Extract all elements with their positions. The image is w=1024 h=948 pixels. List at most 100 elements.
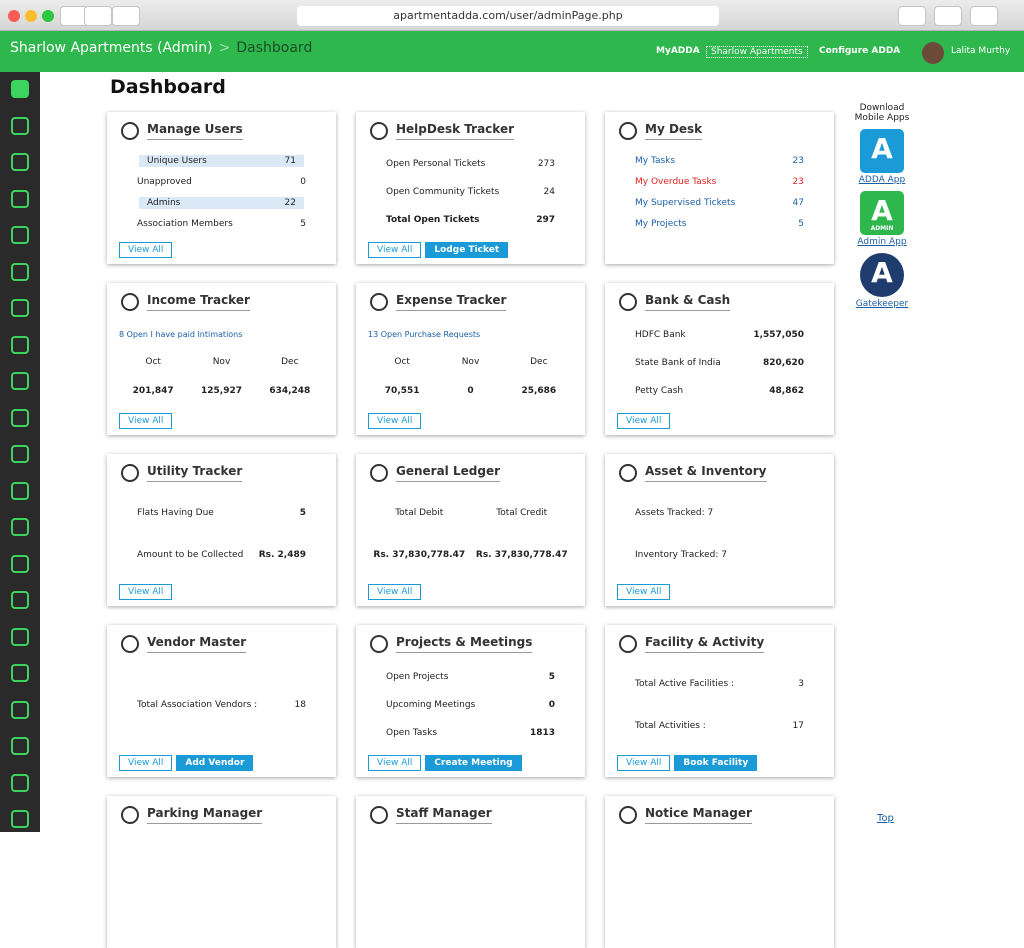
sidebar-icon[interactable] <box>11 116 29 135</box>
button[interactable]: View All <box>368 755 422 771</box>
button-bar: View All <box>119 242 173 258</box>
close-button[interactable] <box>8 10 20 22</box>
stat-label: Association Members <box>137 218 233 229</box>
sidebar-icon[interactable] <box>11 80 29 98</box>
card-title[interactable]: Vendor Master <box>147 635 247 653</box>
stat-value: 5 <box>299 508 306 518</box>
stat-label: State Bank of India <box>635 358 721 368</box>
stat-row[interactable]: My Projects 5 <box>617 218 822 230</box>
column-value: 0 <box>467 385 474 396</box>
button[interactable]: View All <box>617 413 671 429</box>
sidebar-icon[interactable] <box>11 153 29 171</box>
card-title[interactable]: Bank & Cash <box>645 293 731 311</box>
sidebar-icon[interactable] <box>11 372 29 390</box>
column-headers: Oct Nov Dec <box>368 357 573 367</box>
button[interactable]: View All <box>119 755 173 771</box>
button[interactable]: View All <box>119 413 173 429</box>
sidebar-button[interactable] <box>112 6 140 26</box>
card-body: Flats Having Due 5 Amount to be Collected R… <box>119 492 324 576</box>
avatar[interactable] <box>922 42 944 64</box>
button[interactable]: View All <box>617 755 671 771</box>
card-body: Assets Tracked: 7 Inventory Tracked: 7 <box>617 492 822 576</box>
app-link[interactable]: Admin App <box>857 237 907 247</box>
sidebar-icon[interactable] <box>11 299 29 317</box>
column-value: 70,551 <box>384 385 420 396</box>
stat-row[interactable]: My Tasks 23 <box>617 155 822 167</box>
card-title[interactable]: HelpDesk Tracker <box>396 122 514 140</box>
sidebar-icon[interactable] <box>11 773 29 792</box>
sidebar-icon[interactable] <box>11 554 29 573</box>
card-title[interactable]: General Ledger <box>396 464 500 482</box>
sidebar-icon[interactable] <box>11 335 29 354</box>
stat-row: Total Activities : 17 <box>617 720 822 732</box>
stat-label: Admins <box>147 197 181 208</box>
sidebar-icon[interactable] <box>11 700 29 719</box>
button[interactable]: Lodge Ticket <box>425 242 509 258</box>
app-icon[interactable]: A <box>860 129 904 173</box>
sidebar-icon[interactable] <box>11 445 29 463</box>
sidebar-icon[interactable] <box>11 226 29 244</box>
sidebar-icon[interactable] <box>11 627 29 646</box>
sidebar-icon[interactable] <box>11 810 29 828</box>
card-link[interactable]: 8 Open I have paid Intimations <box>119 330 243 340</box>
button[interactable]: View All <box>617 584 671 600</box>
column-header: Nov <box>461 357 480 368</box>
share-button[interactable] <box>934 6 962 26</box>
card-title[interactable]: Staff Manager <box>396 806 492 824</box>
stat-value: 0 <box>548 700 555 710</box>
card-title[interactable]: Utility Tracker <box>147 464 243 482</box>
card-title[interactable]: Asset & Inventory <box>645 464 767 482</box>
sidebar-icon[interactable] <box>11 591 29 609</box>
sidebar-icon[interactable] <box>11 408 29 427</box>
card-body: Total Active Facilities : 3 Total Activiti… <box>617 663 822 747</box>
sidebar-icon[interactable] <box>11 737 29 755</box>
app-icon[interactable]: A ADMIN <box>860 191 904 235</box>
card-title[interactable]: Notice Manager <box>645 806 752 824</box>
tabs-button[interactable] <box>970 6 998 26</box>
sidebar-icon[interactable] <box>11 481 29 500</box>
app-icon[interactable]: A <box>860 253 904 297</box>
button[interactable]: View All <box>119 242 173 258</box>
button-bar: View All <box>119 584 173 600</box>
card-link[interactable]: 13 Open Purchase Requests <box>368 330 481 340</box>
card-title[interactable]: Parking Manager <box>147 806 263 824</box>
card-title[interactable]: Manage Users <box>147 122 243 140</box>
download-button[interactable] <box>898 6 926 26</box>
card-icon <box>370 806 388 824</box>
forward-button[interactable] <box>84 6 112 26</box>
card-title[interactable]: Expense Tracker <box>396 293 507 311</box>
nav-link[interactable]: MyADDA <box>656 46 700 56</box>
card: Utility Tracker Flats Having Due 5 Amount t… <box>107 454 336 606</box>
nav-link[interactable]: Configure ADDA <box>819 46 901 56</box>
card-icon <box>121 293 139 311</box>
card-title[interactable]: Projects & Meetings <box>396 635 533 653</box>
user-name[interactable]: Lalita Murthy <box>951 46 1011 56</box>
sidebar-icon[interactable] <box>11 189 29 208</box>
stat-row: Association Members 5 <box>119 218 324 230</box>
card-title[interactable]: My Desk <box>645 122 703 140</box>
button[interactable]: View All <box>119 584 173 600</box>
card-title[interactable]: Facility & Activity <box>645 635 765 653</box>
app-link[interactable]: ADDA App <box>858 175 906 185</box>
sidebar-icon[interactable] <box>11 262 29 281</box>
card-title[interactable]: Income Tracker <box>147 293 250 311</box>
button[interactable]: View All <box>368 413 422 429</box>
site-title[interactable]: Sharlow Apartments (Admin) <box>10 40 213 56</box>
sidebar-icon[interactable] <box>11 518 29 536</box>
stat-row[interactable]: My Overdue Tasks 23 <box>617 176 822 188</box>
button[interactable]: View All <box>368 584 422 600</box>
zoom-button[interactable] <box>42 10 54 22</box>
sidebar-icon[interactable] <box>11 664 29 682</box>
button[interactable]: Add Vendor <box>176 755 254 771</box>
address-bar[interactable]: apartmentadda.com/user/adminPage.php <box>297 6 719 26</box>
top-link[interactable]: Top <box>877 813 894 824</box>
card-icon <box>121 635 139 653</box>
button[interactable]: Book Facility <box>674 755 758 771</box>
apartment-select[interactable]: Sharlow Apartments <box>706 46 808 58</box>
button[interactable]: View All <box>368 242 422 258</box>
button[interactable]: Create Meeting <box>425 755 522 771</box>
button-bar: View All <box>617 584 671 600</box>
minimize-button[interactable] <box>25 10 37 22</box>
stat-row[interactable]: My Supervised Tickets 47 <box>617 197 822 209</box>
app-link[interactable]: Gatekeeper <box>855 299 909 309</box>
